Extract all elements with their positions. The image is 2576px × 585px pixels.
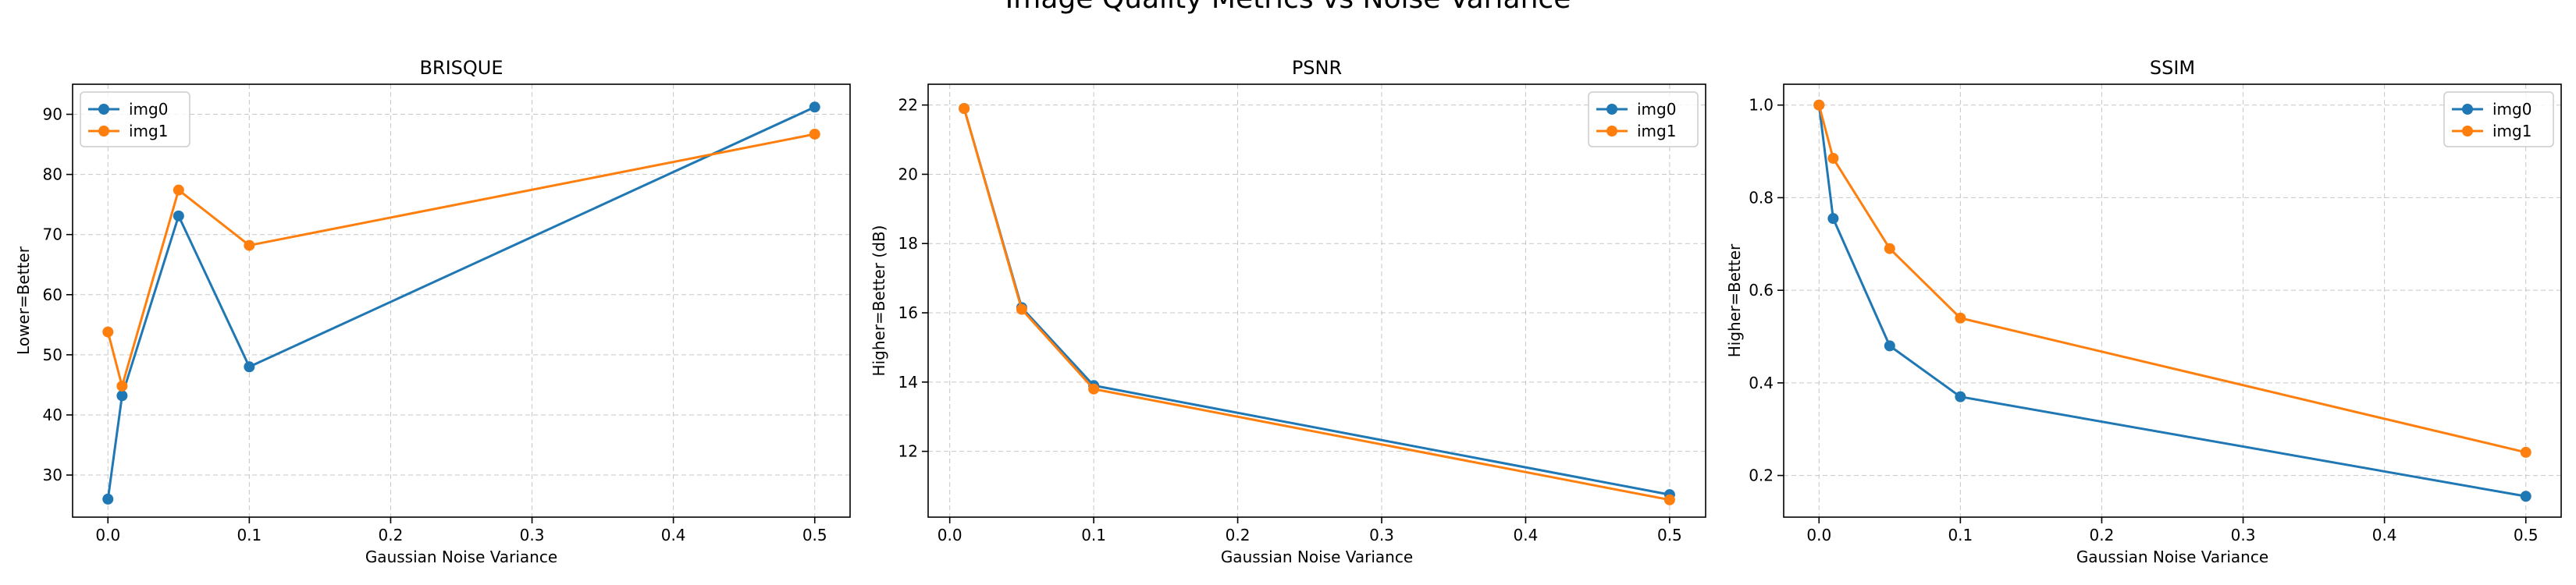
y-tick-label: 70 — [43, 225, 62, 244]
x-axis-label: Gaussian Noise Variance — [365, 548, 557, 566]
series-line-img0 — [106, 105, 816, 500]
data-point-img1 — [1813, 99, 1825, 111]
x-tick-label: 0.3 — [2231, 526, 2256, 544]
axes-frame — [1783, 83, 2562, 518]
y-tick-label: 90 — [43, 105, 62, 124]
data-point-img0 — [2520, 491, 2532, 502]
x-tick-label: 0.0 — [938, 526, 962, 544]
legend-marker-img0 — [98, 104, 109, 115]
y-axis-label: Higher=Better (dB) — [870, 225, 888, 377]
x-tick-label: 0.5 — [1657, 526, 1682, 544]
legend-marker-img1 — [2462, 126, 2473, 136]
data-point-img0 — [1955, 391, 1966, 402]
legend-label-img1: img1 — [1637, 122, 1676, 140]
legend: img0 img1 — [80, 91, 190, 147]
data-point-img1 — [1827, 152, 1839, 164]
legend-label-img0: img0 — [129, 100, 168, 119]
y-tick-label: 30 — [43, 466, 62, 484]
y-tick-label: 20 — [898, 165, 918, 183]
y-tick-label: 18 — [898, 234, 918, 253]
charts: 0.0 0.1 0.2 0.3 0.4 0.5 30 40 50 60 70 80 90 BRISQUE G… — [14, 57, 2562, 566]
data-point-img1 — [2520, 446, 2532, 458]
y-tick-label: 16 — [898, 303, 918, 322]
y-tick-label: 60 — [43, 285, 62, 304]
y-tick-label: 0.6 — [1749, 281, 1774, 300]
y-tick-label: 0.2 — [1749, 466, 1774, 485]
subplot-title: SSIM — [2150, 57, 2195, 79]
data-point-img1 — [102, 326, 114, 338]
data-point-img0 — [116, 390, 128, 402]
y-tick-label: 40 — [43, 406, 62, 424]
data-point-img1 — [1016, 303, 1027, 315]
series-line-img0 — [962, 108, 1670, 496]
y-axis-label: Lower=Better — [14, 246, 33, 355]
axes-frame — [927, 83, 1706, 518]
data-point-img1 — [1884, 243, 1895, 254]
legend-marker-img0 — [1606, 104, 1617, 115]
figure-title: Image Quality Metrics vs Noise Variance — [1005, 0, 1571, 15]
y-tick-label: 50 — [43, 346, 62, 364]
subplot-title: BRISQUE — [419, 57, 503, 79]
data-point-img1 — [1088, 383, 1100, 395]
data-point-img0 — [173, 210, 184, 222]
legend-label-img1: img1 — [129, 122, 168, 140]
legend: img0 img1 — [1588, 91, 1699, 147]
x-tick-label: 0.4 — [661, 526, 686, 544]
data-point-img0 — [1827, 213, 1839, 225]
y-tick-label: 12 — [898, 442, 918, 461]
subplot-title: PSNR — [1292, 57, 1342, 79]
data-point-img1 — [1663, 494, 1675, 505]
y-tick-label: 14 — [898, 373, 918, 392]
legend-marker-img0 — [2462, 104, 2473, 115]
legend-label-img0: img0 — [1637, 100, 1676, 119]
y-axis-label: Higher=Better — [1725, 243, 1744, 357]
data-point-img0 — [809, 101, 820, 113]
y-tick-label: 0.4 — [1749, 374, 1774, 392]
series-line-img1 — [106, 133, 816, 388]
y-tick-label: 22 — [898, 96, 918, 115]
x-tick-label: 0.1 — [1948, 526, 1973, 544]
legend-marker-img1 — [1606, 126, 1617, 136]
x-axis-label: Gaussian Noise Variance — [2076, 548, 2268, 566]
x-tick-label: 0.2 — [379, 526, 404, 544]
axes-frame — [72, 83, 851, 518]
data-point-img1 — [116, 380, 128, 392]
data-point-img1 — [959, 103, 970, 115]
data-point-img1 — [809, 128, 820, 140]
data-point-img1 — [244, 239, 255, 251]
x-tick-label: 0.1 — [1081, 526, 1106, 544]
x-tick-label: 0.2 — [1226, 526, 1251, 544]
x-axis-label: Gaussian Noise Variance — [1221, 548, 1413, 566]
x-tick-label: 0.3 — [1369, 526, 1394, 544]
data-point-img0 — [102, 493, 114, 505]
x-tick-label: 0.0 — [95, 526, 120, 544]
x-tick-label: 0.0 — [1806, 526, 1831, 544]
y-tick-label: 1.0 — [1749, 96, 1774, 115]
legend: img0 img1 — [2443, 91, 2554, 147]
x-tick-label: 0.3 — [520, 526, 545, 544]
x-tick-label: 0.5 — [2514, 526, 2539, 544]
x-tick-label: 0.4 — [1514, 526, 1539, 544]
series-line-img0 — [1817, 105, 2526, 498]
data-point-img1 — [173, 184, 184, 196]
data-point-img0 — [244, 361, 255, 373]
y-tick-label: 80 — [43, 165, 62, 184]
subplot-ssim: 0.0 0.1 0.2 0.3 0.4 0.5 0.2 0.4 0.6 0.8 1.0 SSIM Gau… — [1725, 57, 2562, 566]
series-line-img1 — [962, 108, 1670, 502]
subplot-psnr: 0.0 0.1 0.2 0.3 0.4 0.5 12 14 16 18 20 22 PSNR Gaussi… — [870, 57, 1706, 566]
x-tick-label: 0.4 — [2372, 526, 2397, 544]
subplot-brisque: 0.0 0.1 0.2 0.3 0.4 0.5 30 40 50 60 70 80 90 BRISQUE G… — [14, 57, 851, 566]
series-line-img1 — [1817, 105, 2527, 454]
x-tick-label: 0.2 — [2090, 526, 2115, 544]
legend-label-img0: img0 — [2492, 100, 2532, 119]
x-tick-label: 0.5 — [802, 526, 827, 544]
data-point-img1 — [1955, 312, 1966, 324]
legend-label-img1: img1 — [2492, 122, 2532, 140]
data-point-img0 — [1884, 340, 1895, 352]
x-tick-label: 0.1 — [237, 526, 262, 544]
legend-marker-img1 — [98, 126, 109, 136]
y-tick-label: 0.8 — [1749, 188, 1774, 207]
